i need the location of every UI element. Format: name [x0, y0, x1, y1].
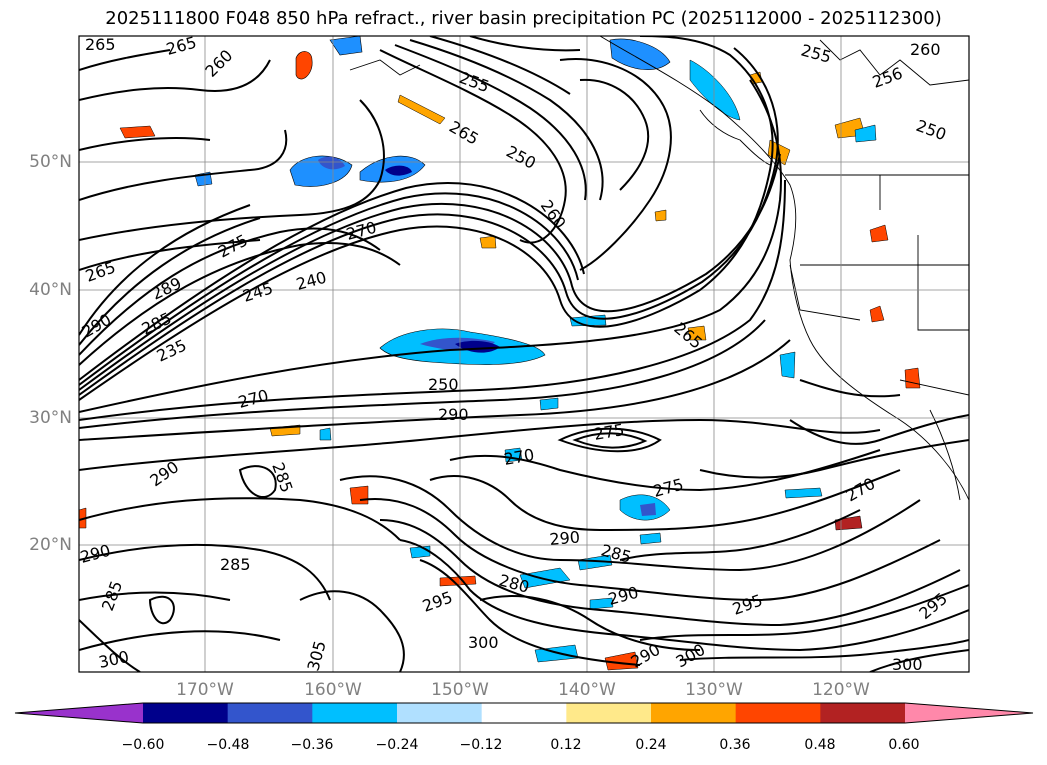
lon-label-120w: 120°W — [812, 680, 870, 700]
colorbar-tick-label: −0.60 — [121, 737, 165, 753]
lon-label-140w: 140°W — [558, 680, 616, 700]
contour-label: 300 — [97, 647, 131, 672]
contour-label: 270 — [236, 386, 270, 412]
contour-label: 255 — [799, 41, 833, 67]
colorbar-tick-label: −0.48 — [206, 737, 250, 753]
contour-label: 260 — [910, 40, 941, 59]
contour-label: 265 — [83, 257, 118, 285]
lat-label-50n: 50°N — [29, 152, 72, 172]
contour-label: 285 — [98, 578, 126, 613]
contour-label: 260 — [201, 46, 236, 81]
contour-label: 256 — [870, 63, 905, 91]
colorbar-segment — [397, 703, 483, 723]
contour-label: 270 — [843, 474, 879, 506]
colorbar-segment — [312, 703, 398, 723]
precip-shading — [79, 36, 921, 671]
contour-label: 290 — [78, 541, 112, 567]
contour-label: 250 — [914, 116, 949, 144]
contour-label: 290 — [438, 405, 469, 424]
contour-label: 275 — [215, 230, 251, 261]
colorbar-segment — [820, 703, 906, 723]
contour-label: 275 — [592, 420, 625, 444]
colorbar-segment — [227, 703, 313, 723]
colorbar-tick-label: 0.36 — [719, 737, 751, 753]
contour-label: 245 — [240, 278, 275, 306]
colorbar-tick-label: −0.24 — [375, 737, 419, 753]
lat-label-40n: 40°N — [29, 280, 72, 300]
lon-label-170w: 170°W — [176, 680, 234, 700]
colorbar-segment — [566, 703, 652, 723]
colorbar-tick-label: 0.48 — [804, 737, 836, 753]
lon-label-160w: 160°W — [304, 680, 362, 700]
contour-label: 270 — [502, 445, 535, 469]
contour-label: 265 — [446, 117, 482, 149]
colorbar-tick-label: 0.12 — [550, 737, 582, 753]
contour-label: 290 — [549, 527, 581, 549]
colorbar-tick-label: 0.60 — [888, 737, 920, 753]
contour-label: 275 — [651, 475, 685, 501]
contour-label: 305 — [304, 639, 330, 673]
contour-label: 285 — [220, 555, 251, 574]
map-title: 2025111800 F048 850 hPa refract., river … — [105, 8, 942, 29]
colorbar — [14, 702, 1034, 724]
lon-label-150w: 150°W — [431, 680, 489, 700]
colorbar-segment — [735, 703, 821, 723]
map-area: 265 265 260 255 265 250 260 255 256 260 … — [78, 33, 970, 674]
map-frame — [78, 35, 970, 673]
contour-label: 295 — [420, 587, 455, 615]
contour-label: 300 — [468, 633, 499, 652]
colorbar-segment — [651, 703, 737, 723]
gridlines — [79, 36, 969, 672]
colorbar-tick-label: 0.24 — [635, 737, 667, 753]
refractivity-contours — [79, 36, 969, 672]
contour-label: 265 — [164, 33, 198, 59]
contour-label: 265 — [85, 35, 116, 54]
colorbar-extend-high — [905, 703, 1033, 723]
colorbar-tick-label: −0.12 — [459, 737, 503, 753]
colorbar-segment — [143, 703, 229, 723]
colorbar-tick-label: −0.36 — [290, 737, 334, 753]
contour-label: 289 — [149, 273, 185, 303]
coastlines — [349, 36, 969, 501]
contour-label: 270 — [344, 218, 378, 244]
contour-label: 255 — [457, 68, 492, 96]
colorbar-segment — [481, 703, 567, 723]
contour-label: 285 — [268, 460, 296, 495]
lon-label-130w: 130°W — [685, 680, 743, 700]
contour-label: 290 — [606, 583, 640, 609]
contour-label: 250 — [503, 142, 539, 173]
contour-label: 295 — [730, 590, 765, 618]
contour-label: 250 — [428, 375, 459, 394]
contour-label: 300 — [892, 655, 923, 674]
colorbar-extend-low — [15, 703, 143, 723]
lat-label-20n: 20°N — [29, 535, 72, 555]
lat-label-30n: 30°N — [29, 408, 72, 428]
